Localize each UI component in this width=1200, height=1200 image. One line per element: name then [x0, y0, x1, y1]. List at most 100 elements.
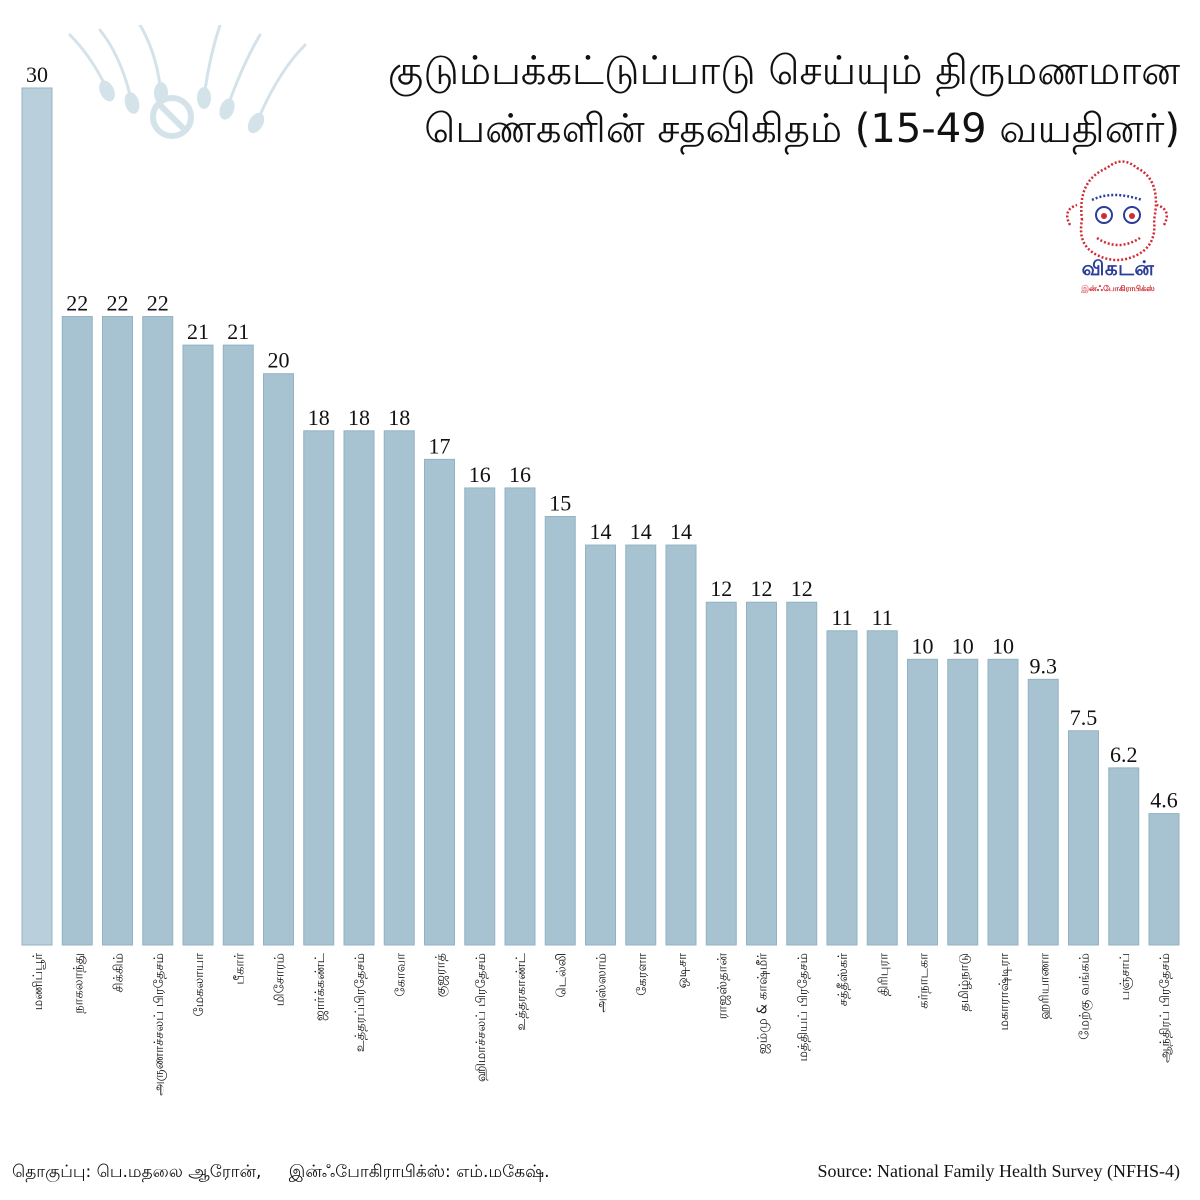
category-label-18: ராஜஸ்தான்: [715, 953, 730, 1020]
bar-5: [182, 344, 214, 946]
value-label-16: 14: [630, 519, 652, 544]
bar-2: [61, 316, 93, 946]
category-label-28: பஞ்சாப்: [1118, 953, 1133, 1000]
value-label-3: 22: [107, 291, 129, 316]
chart-title-line-1: குடும்பக்கட்டுப்பாடு செய்யும் திருமணமான: [387, 48, 1180, 94]
category-label-26: ஹரியாணா: [1037, 953, 1052, 1020]
bar-26: [1027, 678, 1059, 946]
category-label-8: ஜார்க்கண்ட்: [313, 952, 328, 1021]
bar-28: [1108, 767, 1140, 946]
bar-12: [464, 487, 496, 946]
bar-22: [866, 630, 898, 946]
value-label-28: 6.2: [1110, 742, 1138, 767]
bar-17: [665, 544, 697, 946]
value-label-9: 18: [348, 405, 370, 430]
category-label-15: அஸ்ஸாம்: [595, 953, 610, 1013]
value-label-11: 17: [429, 433, 451, 458]
bar-8: [303, 430, 335, 946]
decorative-sperm-illustration: [68, 25, 307, 139]
value-label-7: 20: [268, 348, 290, 373]
value-label-17: 14: [670, 519, 692, 544]
category-label-14: டெல்லி: [554, 953, 569, 998]
bar-13: [504, 487, 536, 946]
category-label-13: உத்தரகாண்ட்: [514, 952, 529, 1030]
bar-27: [1068, 730, 1099, 946]
bar-7: [263, 373, 294, 946]
category-label-1: மணிப்பூர்: [31, 953, 46, 1010]
category-label-2: நாகலாந்து: [71, 953, 86, 1014]
bar-29: [1148, 813, 1180, 946]
value-label-6: 21: [227, 319, 249, 344]
category-label-27: மேற்கு வங்கம்: [1078, 953, 1093, 1040]
value-label-2: 22: [66, 291, 88, 316]
vikatan-mascot-logo: [1065, 160, 1169, 262]
bar-16: [625, 544, 657, 946]
chart-title-line-2: பெண்களின் சதவிகிதம் (15-49 வயதினர்): [424, 106, 1180, 152]
bar-18: [705, 601, 737, 946]
bar-4: [142, 316, 174, 946]
value-label-15: 14: [590, 519, 612, 544]
category-label-7: மிசோரம்: [273, 953, 288, 1006]
value-label-29: 4.6: [1150, 788, 1178, 813]
bar-9: [343, 430, 375, 946]
category-label-10: கோவா: [393, 953, 408, 997]
value-label-21: 11: [831, 605, 852, 630]
compiled-by: தொகுப்பு: பெ.மதலை ஆரோன்,: [12, 1162, 262, 1182]
bar-11: [424, 458, 455, 946]
bar-23: [907, 658, 938, 946]
category-label-3: சிக்கிம்: [112, 953, 127, 993]
bar-20: [786, 601, 818, 946]
category-label-20: மத்தியப் பிரதேசம்: [796, 953, 811, 1061]
source-note: Source: National Family Health Survey (N…: [817, 1161, 1180, 1181]
value-label-22: 11: [872, 605, 893, 630]
value-label-26: 9.3: [1030, 653, 1058, 678]
value-label-25: 10: [992, 633, 1014, 658]
value-label-8: 18: [308, 405, 330, 430]
category-label-22: திரிபுரா: [876, 953, 891, 996]
bar-6: [222, 344, 254, 946]
category-label-21: சத்தீஸ்கர்: [836, 953, 851, 1006]
credits: தொகுப்பு: பெ.மதலை ஆரோன், இன்ஃபோகிராபிக்ஸ…: [12, 1162, 550, 1184]
value-label-14: 15: [549, 491, 571, 516]
category-label-11: குஜராத்: [434, 953, 449, 997]
value-label-20: 12: [791, 576, 813, 601]
value-label-23: 10: [912, 633, 934, 658]
category-label-23: கர்நாடகா: [917, 953, 932, 1009]
value-label-19: 12: [751, 576, 773, 601]
value-label-12: 16: [469, 462, 491, 487]
value-label-10: 18: [388, 405, 410, 430]
bar-15: [585, 544, 616, 946]
category-label-12: ஹிமாச்சலப் பிரதேசம்: [474, 953, 489, 1082]
value-label-1: 30: [26, 62, 48, 87]
bar-19: [746, 601, 777, 946]
bar-3: [102, 316, 133, 946]
category-label-24: தமிழ்நாடு: [957, 953, 972, 1011]
bar-10: [383, 430, 415, 946]
value-labels: 30 22 22 22 21 21 20 18 18 18 17 16 16 15 14 14 14 12 12 12…: [26, 62, 1178, 813]
category-labels: மணிப்பூர் நாகலாந்து சிக்கிம் அருணாச்சலப் பி…: [31, 952, 1173, 1095]
value-label-13: 16: [509, 462, 531, 487]
value-label-4: 22: [147, 291, 169, 316]
bar-14: [544, 516, 576, 946]
logo-wordmark: விகடன்: [1081, 256, 1155, 280]
logo-subtext: இன்ஃபோகிராபிக்ஸ்: [1081, 284, 1155, 293]
category-label-6: பீகார்: [232, 953, 247, 985]
category-label-9: உத்தரப்பிரதேசம்: [353, 953, 368, 1052]
bar-21: [826, 630, 858, 946]
bar-series: [21, 87, 1180, 946]
category-label-16: கேரளா: [635, 953, 650, 996]
bar-25: [987, 658, 1019, 946]
category-label-29: ஆந்திரப் பிரதேசம்: [1158, 953, 1173, 1063]
bar-1: [21, 87, 53, 946]
category-label-4: அருணாச்சலப் பிரதேசம்: [152, 953, 167, 1096]
value-label-24: 10: [952, 633, 974, 658]
bar-24: [947, 658, 979, 946]
category-label-5: மேகலாயா: [192, 953, 207, 1017]
value-label-27: 7.5: [1070, 705, 1098, 730]
category-label-17: ஒடிசா: [675, 953, 690, 988]
value-label-5: 21: [187, 319, 209, 344]
value-label-18: 12: [710, 576, 732, 601]
category-label-25: மகாராஷ்டிரா: [997, 953, 1012, 1031]
category-label-19: ஜம்மு & காஷ்மீர்: [756, 953, 771, 1054]
